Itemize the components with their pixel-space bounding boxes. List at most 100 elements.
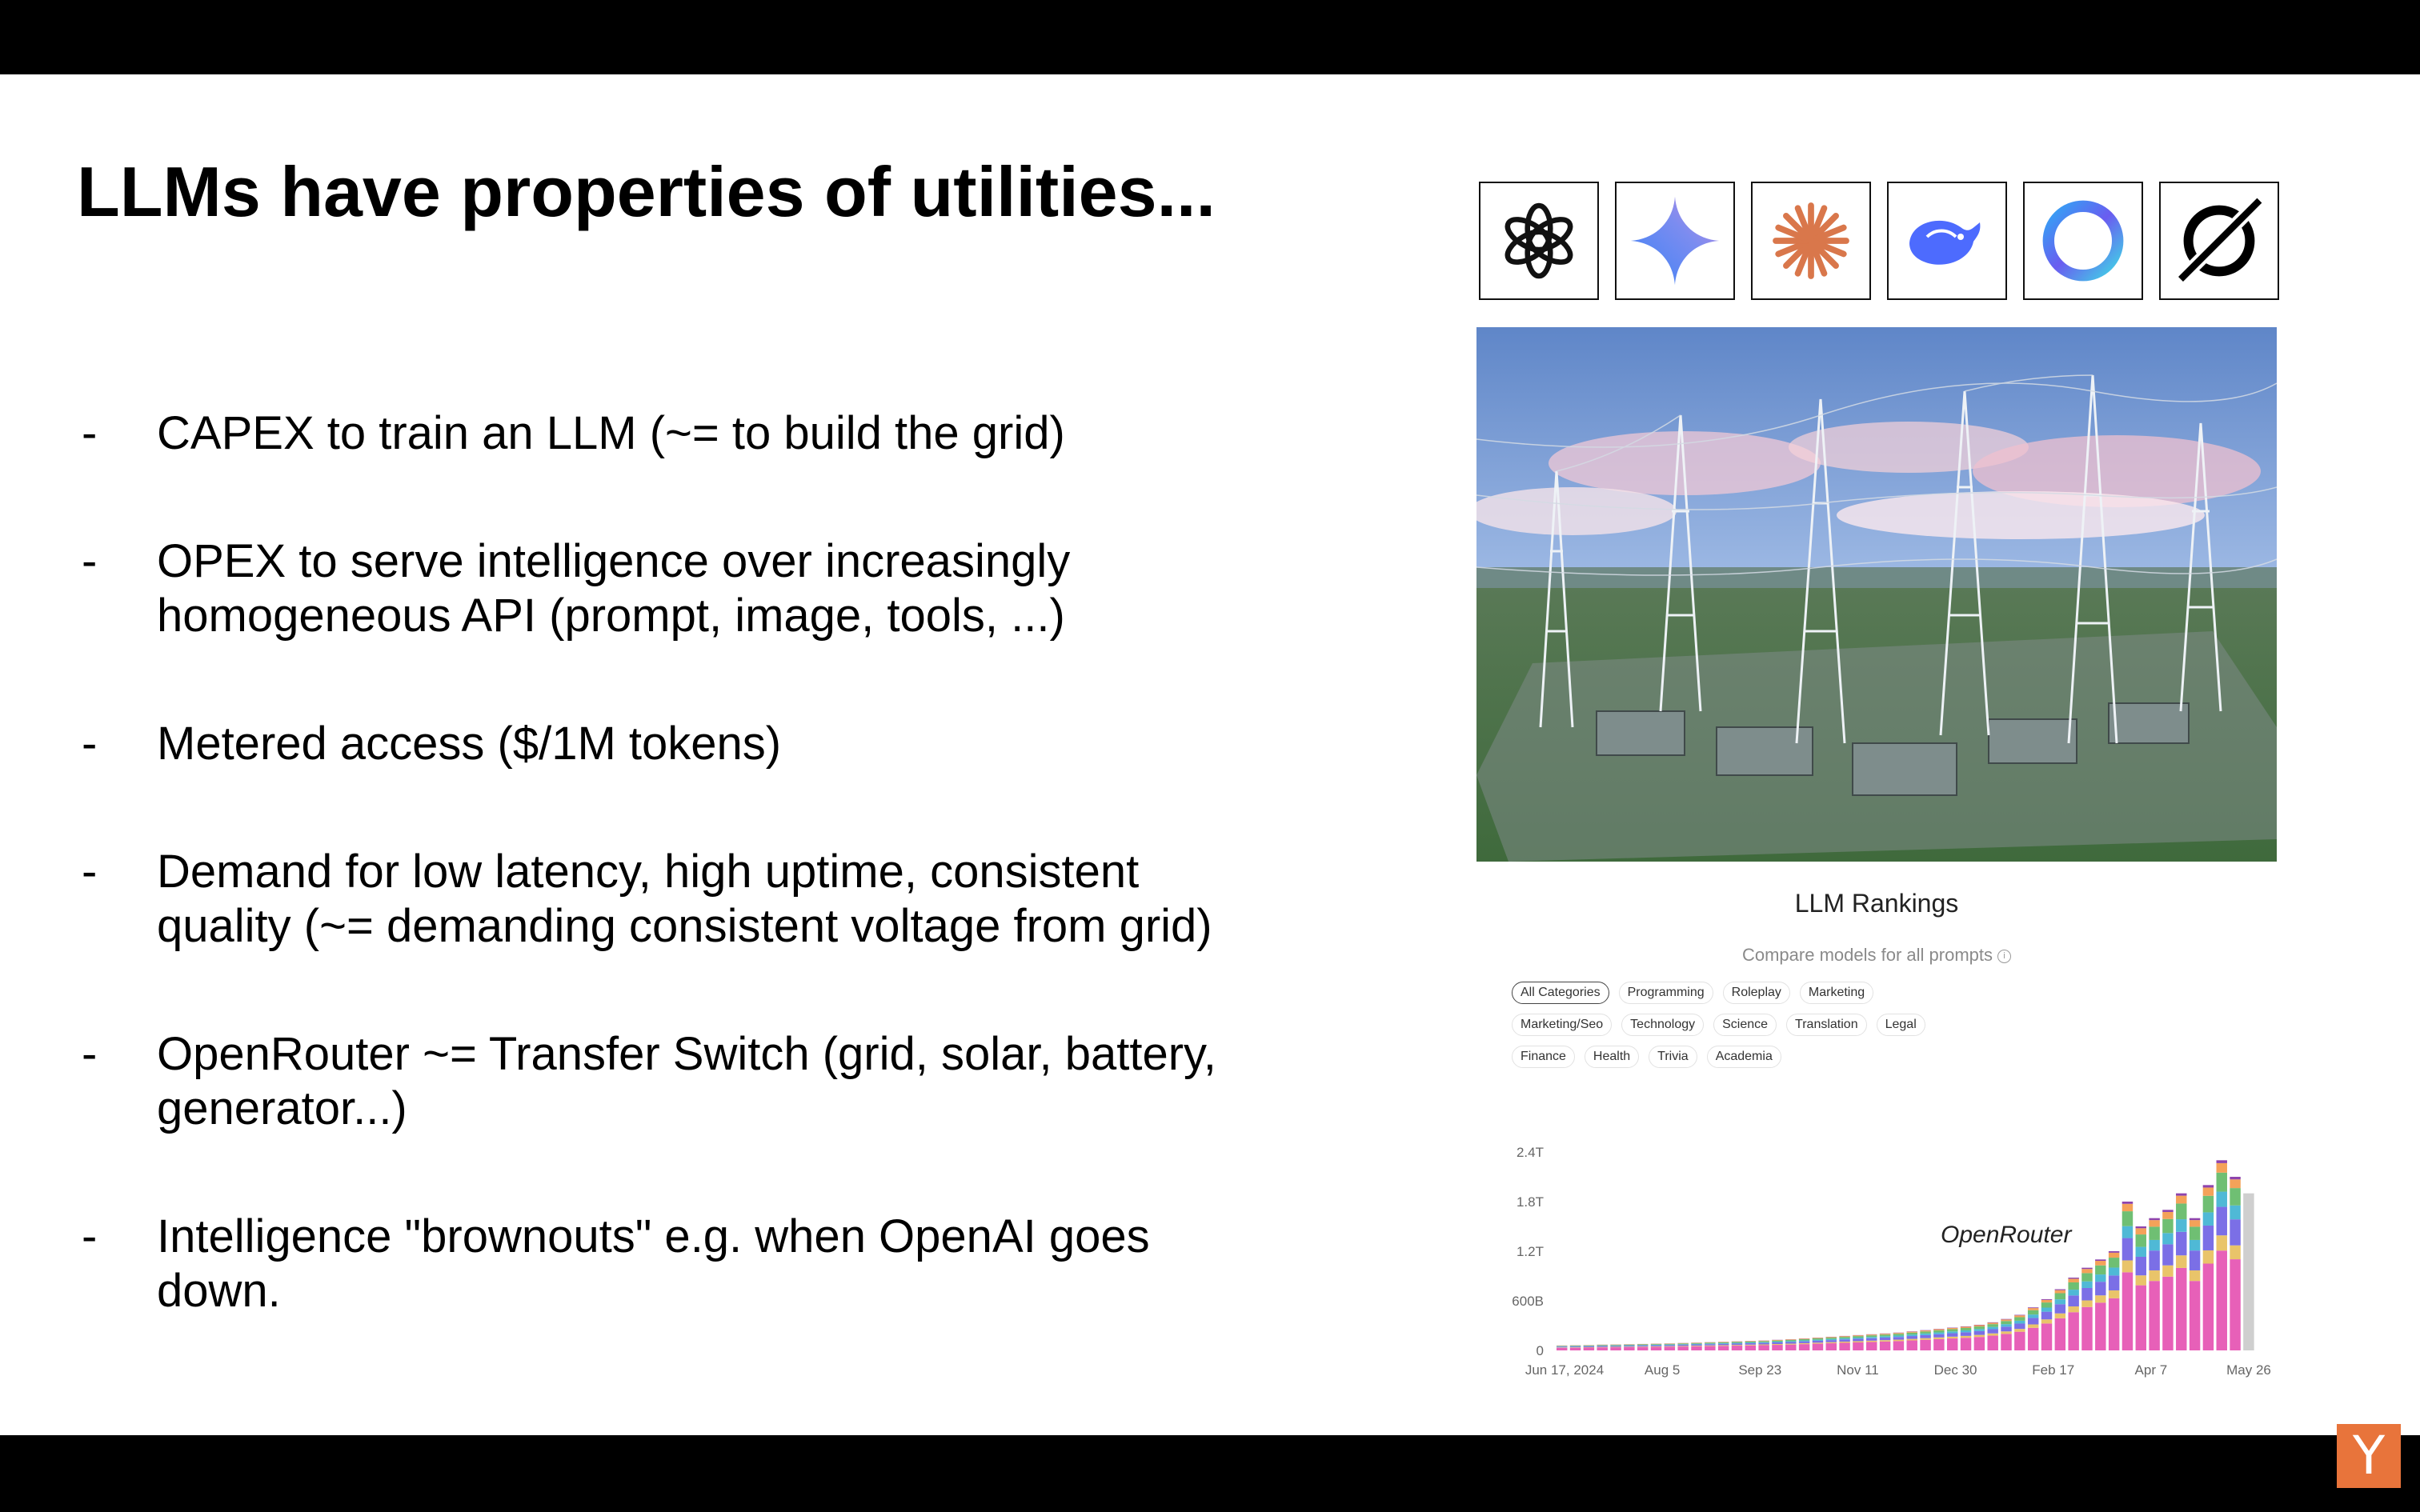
rankings-subtitle: Compare models for all prompts i [1476,945,2277,966]
bar-segment [2122,1260,2134,1273]
bar-segment [1973,1330,1985,1335]
bar-segment [1691,1344,1702,1346]
bar-segment [1960,1326,1972,1328]
bar-segment [1946,1328,1958,1330]
bar-segment [2149,1239,2160,1251]
chip-roleplay[interactable]: Roleplay [1722,982,1790,1004]
bar-segment [1677,1346,1689,1350]
bullet-text: Metered access ($/1M tokens) [157,718,782,770]
bar-segment [1825,1343,1837,1350]
chip-health[interactable]: Health [1584,1046,1640,1068]
bar-segment [2149,1270,2160,1282]
bar-segment [1960,1327,1972,1330]
bar-segment [2095,1282,2106,1296]
bar-segment [1798,1344,1810,1350]
bullet-demand: - Demand for low latency, high uptime, c… [77,845,1357,954]
bar-segment [2081,1269,2093,1274]
bar-segment [1717,1342,1729,1343]
bar-segment [1987,1322,1998,1325]
bar-segment [1987,1333,1998,1336]
bar-segment [1717,1342,1729,1344]
bar-segment [1745,1343,1757,1345]
bar-segment [2162,1276,2174,1350]
chip-legal[interactable]: Legal [1876,1014,1925,1036]
bar-segment [2162,1210,2174,1212]
bar-segment [1946,1329,1958,1332]
x-tick-label: Apr 7 [2135,1362,2168,1378]
chip-marketing[interactable]: Marketing [1799,982,1874,1004]
bar-segment [1785,1342,1797,1344]
bullet-text: Intelligence "brownouts" e.g. when OpenA… [157,1210,1150,1317]
bar-segment [1664,1346,1676,1347]
bar-segment [1731,1346,1743,1350]
bar-segment [2230,1177,2241,1180]
chip-academia[interactable]: Academia [1706,1046,1781,1068]
bar-segment [2176,1195,2187,1204]
bar-segment [2189,1239,2201,1251]
bar-segment [2122,1238,2134,1261]
bar-segment [1906,1331,1917,1333]
bar-segment [2135,1285,2147,1350]
bullet-dash: - [82,1210,98,1262]
bar-segment [2135,1246,2147,1257]
bar-segment [2108,1290,2120,1298]
bar-segment [1825,1340,1837,1342]
bar-segment [2068,1312,2079,1350]
bar-segment [1879,1336,1891,1338]
bar-segment [2176,1267,2187,1350]
bar-segment [2001,1326,2012,1332]
bar-segment [2216,1206,2227,1236]
bar-segment [2162,1233,2174,1245]
chip-finance[interactable]: Finance [1512,1046,1575,1068]
bar-segment [2176,1255,2187,1268]
bar-segment [1960,1335,1972,1338]
chip-translation[interactable]: Translation [1786,1014,1867,1036]
chip-programming[interactable]: Programming [1618,982,1713,1004]
bar-segment [1705,1346,1716,1350]
bar-segment [1866,1334,1877,1336]
bar-segment [1798,1342,1810,1345]
bar-segment [2108,1298,2120,1350]
bar-segment [2014,1314,2025,1316]
bar-segment [1758,1342,1769,1343]
chip-marketing-seo[interactable]: Marketing/Seo [1512,1014,1613,1036]
info-icon[interactable]: i [1997,949,2011,963]
bar-segment [1758,1340,1769,1342]
bar-segment [2041,1323,2053,1350]
bar-segment [1637,1345,1649,1346]
bar-segment [1906,1338,1917,1341]
bar-segment [1839,1338,1850,1340]
bar-segment [1812,1340,1824,1343]
bar-segment [1866,1342,1877,1350]
chip-trivia[interactable]: Trivia [1649,1046,1697,1068]
bar-segment [1812,1339,1824,1341]
bar-segment [2189,1226,2201,1240]
xai-grok-logo [2159,182,2279,300]
chip-science[interactable]: Science [1713,1014,1777,1036]
bar-segment [1866,1340,1877,1342]
bar-segment [1758,1345,1769,1350]
bar-segment [1973,1337,1985,1350]
bar-segment [2149,1226,2160,1240]
chip-all-categories[interactable]: All Categories [1512,982,1609,1004]
bar-segment [2189,1270,2201,1282]
bar-segment [1987,1324,1998,1327]
bar-segment [1839,1336,1850,1338]
bar-segment [2230,1219,2241,1246]
bar-segment [1906,1336,1917,1339]
bar-segment [1853,1336,1864,1338]
bar-segment [2108,1267,2120,1276]
bar-segment [1960,1330,1972,1333]
bar-segment [1946,1333,1958,1337]
bar-segment [1825,1342,1837,1344]
x-tick-label: Feb 17 [2032,1362,2074,1378]
bar-segment [1705,1344,1716,1346]
chip-technology[interactable]: Technology [1621,1014,1705,1036]
bullet-dash: - [82,846,98,898]
bar-segment [1893,1341,1905,1350]
bar-segment [1839,1339,1850,1342]
bar-segment [1866,1338,1877,1341]
bar-segment [2149,1218,2160,1221]
bar-segment [1691,1343,1702,1345]
bar-segment [2027,1310,2039,1315]
